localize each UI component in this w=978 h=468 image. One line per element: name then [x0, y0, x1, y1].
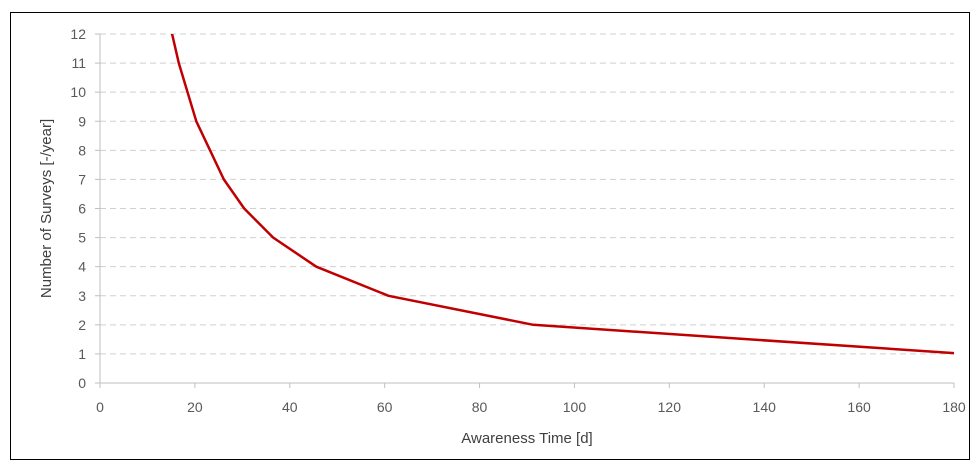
y-tick-label: 0 [78, 375, 86, 391]
y-tick-label: 7 [78, 171, 86, 187]
x-tick-label: 60 [377, 399, 393, 415]
y-tick-label: 8 [78, 142, 86, 158]
x-tick-label: 120 [658, 399, 682, 415]
x-tick-label: 80 [472, 399, 488, 415]
x-tick-label: 140 [753, 399, 777, 415]
grid-lines [100, 33, 954, 355]
x-tick-label: 20 [187, 399, 203, 415]
series-layer [170, 34, 954, 355]
axes [95, 33, 955, 388]
x-tick-label: 100 [563, 399, 587, 415]
series-line-0 [170, 34, 954, 355]
x-tick-label: 180 [942, 399, 966, 415]
y-tick-label: 5 [78, 230, 86, 246]
y-tick-label: 12 [70, 26, 86, 42]
y-tick-label: 1 [78, 346, 86, 362]
x-axis-title: Awareness Time [d] [461, 430, 592, 447]
chart-frame [10, 12, 970, 460]
y-tick-label: 2 [78, 317, 86, 333]
y-tick-label: 3 [78, 288, 86, 304]
y-tick-label: 10 [70, 84, 86, 100]
y-tick-label: 6 [78, 201, 86, 217]
x-tick-label: 0 [96, 399, 104, 415]
y-axis-title: Number of Surveys [-/year] [38, 119, 55, 298]
x-tick-label: 40 [282, 399, 298, 415]
y-tick-label: 11 [71, 55, 86, 71]
y-tick-label: 4 [78, 259, 86, 275]
y-tick-label: 9 [78, 113, 86, 129]
x-tick-label: 160 [847, 399, 871, 415]
